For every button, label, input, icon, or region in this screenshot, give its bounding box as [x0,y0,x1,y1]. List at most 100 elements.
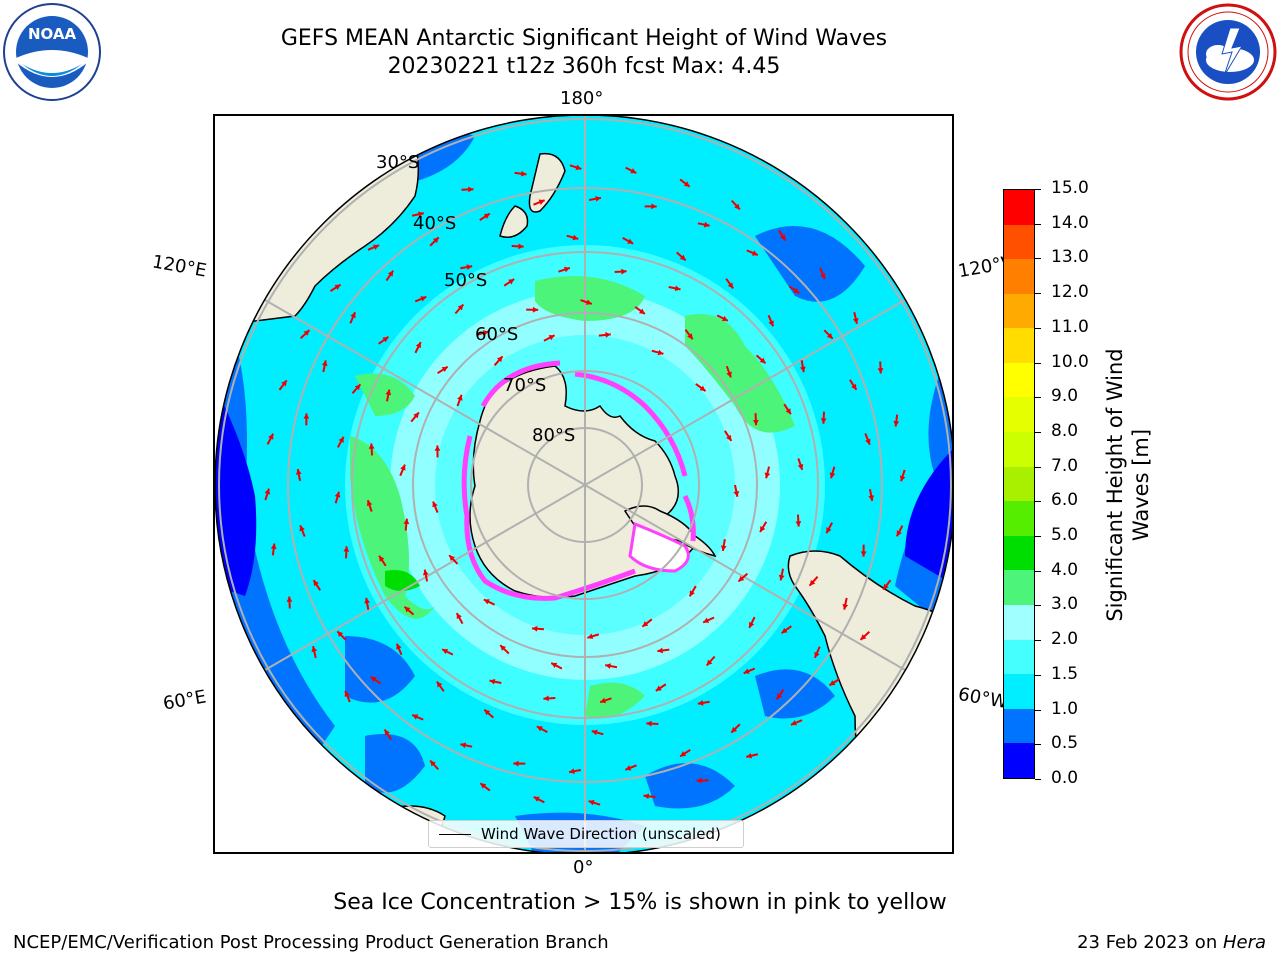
lon-label-0: 0° [573,857,594,878]
arrow-head-icon [680,751,687,757]
colorbar-tick-label: 13.0 [1051,247,1089,268]
arrow-head-icon [642,621,649,627]
colorbar-ticks: 0.0 0.5 1.0 1.5 2.0 3.0 4.0 5.0 6.0 7.0 8.0 9.0 10.0… [1035,178,1115,788]
arrow-head-icon [851,383,857,390]
arrow-head-icon [868,495,875,501]
arrow-head-icon [743,668,750,674]
wind-wave-direction-arrows [264,164,906,806]
arrow-head-icon [532,306,539,313]
arrow-head-icon [697,700,704,706]
arrow-head-icon [400,464,406,471]
arrow-head-icon [800,366,806,373]
arrow-head-icon [384,729,390,736]
arrow-head-icon [621,268,627,275]
lat-label-60s: 60°S [475,324,519,345]
colorbar-tick-label: 12.0 [1051,282,1089,303]
arrow-head-icon [657,647,663,654]
colorbar-segment [1004,259,1034,294]
arrow-head-icon [674,285,681,292]
lat-label-80s: 80°S [532,425,576,446]
arrow-head-icon [337,631,344,638]
arrow-head-icon [643,793,650,800]
arrow-head-icon [484,709,491,716]
footer-date: 23 Feb 2023 on Hera [1077,932,1266,953]
arrow-head-icon [734,203,740,210]
lat-label-70s: 70°S [503,375,547,396]
colorbar [1003,189,1035,779]
arrow-head-icon [776,693,783,700]
arrow-head-icon [370,676,377,683]
arrow-head-icon [703,221,710,228]
arrow-head-icon [842,603,849,610]
arrow-head-icon [778,574,785,581]
arrow-head-icon [768,320,774,327]
arrow-head-icon [500,645,507,651]
colorbar-tick-label: 7.0 [1051,455,1079,476]
arrow-head-icon [468,186,474,193]
arrow-head-icon [418,211,424,218]
arrow-head-icon [432,501,438,508]
arrow-head-icon [299,525,305,532]
arrow-head-icon [860,551,867,557]
arrow-head-icon [286,596,293,602]
arrow-head-icon [295,469,302,475]
arrow-head-icon [457,304,464,311]
lon-label-60w: 60°W [956,683,1010,714]
arrow-head-icon [396,643,402,650]
arrow-head-icon [270,543,277,550]
arrow-head-icon [638,308,645,314]
colorbar-segment [1004,570,1034,606]
colorbar-tick-label: 8.0 [1051,420,1079,441]
colorbar-segment [1004,362,1034,398]
arrow-head-icon [460,742,467,749]
noaa-logo: NOAA [2,2,102,102]
arrow-head-icon [726,434,732,441]
colorbar-tick-label: 4.0 [1051,559,1079,580]
arrow-head-icon [311,646,318,652]
arrow-head-icon [793,287,800,294]
arrow-head-icon [679,254,686,261]
arrow-head-icon [313,580,319,587]
arrow-head-icon [569,768,575,775]
arrow-head-icon [436,681,443,688]
arrow-head-icon [809,579,816,586]
arrow-head-icon [548,335,555,341]
colorbar-segment [1004,189,1034,225]
arrow-head-icon [563,266,570,273]
arrow-head-icon [797,463,804,470]
arrow-head-icon [543,695,549,702]
colorbar-tick-label: 0.0 [1051,768,1079,788]
arrow-head-icon [749,621,755,628]
colorbar-tick-label: 11.0 [1051,316,1089,337]
arrow-head-icon [605,663,611,669]
arrow-head-icon [883,583,889,590]
arrow-head-icon [699,385,706,392]
arrow-head-icon [422,569,429,576]
arrow-head-icon [585,299,592,305]
map-title: GEFS MEAN Antarctic Significant Height o… [280,26,888,51]
lon-label-120e: 120°E [150,251,209,282]
arrow-head-icon [387,270,394,277]
arrow-head-icon [795,521,802,527]
arrow-head-icon [721,315,728,321]
arrow-head-icon [646,720,652,727]
colorbar-segment [1004,674,1034,709]
arrow-head-icon [466,264,473,270]
arrow-head-icon [683,181,690,187]
arrow-head-icon [738,575,745,582]
map-panel: Wind Wave Direction (unscaled) [213,114,954,854]
lat-label-40s: 40°S [413,213,457,234]
colorbar-tick-label: 2.0 [1051,629,1079,650]
arrow-head-icon [344,690,350,697]
arrow-head-icon [404,606,411,613]
colorbar-tick-label: 5.0 [1051,525,1079,546]
arrow-head-icon [600,697,607,704]
colorbar-tick-label: 0.5 [1051,733,1079,754]
arrow-head-icon [575,164,582,171]
arrow-head-icon [366,500,373,507]
arrow-head-icon [518,243,524,250]
arrow-head-icon [281,380,287,387]
colorbar-tick-label: 15.0 [1051,178,1089,198]
svg-text:NOAA: NOAA [28,25,77,43]
arrow-head-icon [733,491,740,497]
